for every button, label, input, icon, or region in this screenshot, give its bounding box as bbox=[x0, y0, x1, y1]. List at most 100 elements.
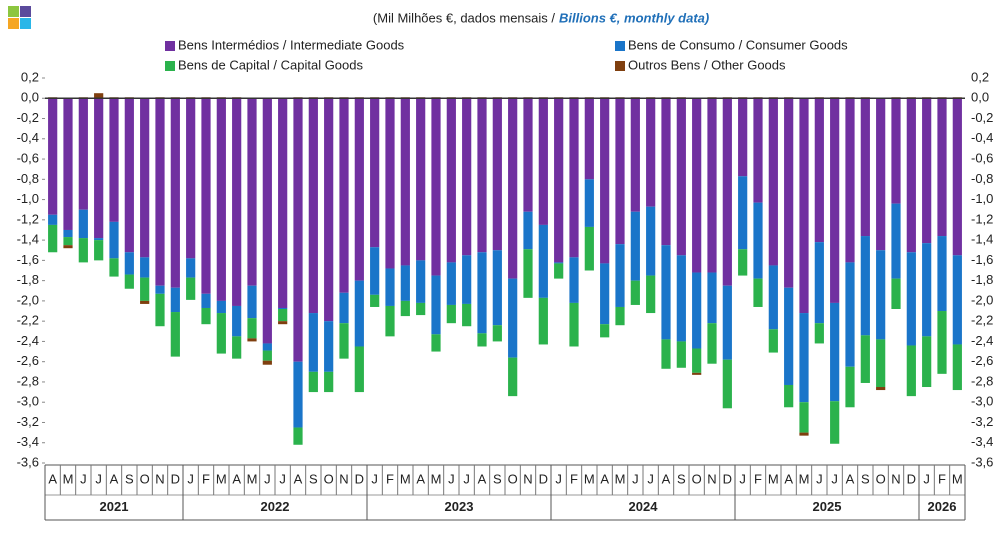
legend-swatch bbox=[615, 41, 625, 51]
bar-segment bbox=[630, 211, 640, 281]
bar-segment bbox=[477, 252, 487, 334]
bar-segment bbox=[630, 280, 640, 305]
bar-segment bbox=[370, 98, 380, 248]
y-tick-label: 0,2 bbox=[21, 69, 39, 84]
year-label: 2023 bbox=[445, 499, 474, 514]
x-tick-label: J bbox=[448, 471, 455, 486]
x-tick-label: F bbox=[570, 471, 578, 486]
bar-segment bbox=[262, 360, 272, 365]
bar-segment bbox=[876, 98, 886, 251]
bar-segment bbox=[247, 318, 257, 339]
x-tick-label: D bbox=[355, 471, 364, 486]
year-label: 2026 bbox=[928, 499, 957, 514]
bar-segment bbox=[431, 275, 441, 335]
bar-segment bbox=[676, 341, 686, 368]
bar-segment bbox=[922, 243, 932, 337]
bar-segment bbox=[554, 263, 564, 279]
x-tick-label: A bbox=[110, 471, 119, 486]
bar-segment bbox=[538, 98, 548, 225]
legend-label: Bens de Consumo / Consumer Goods bbox=[628, 37, 848, 52]
bar-segment bbox=[416, 260, 426, 303]
bar-segment bbox=[109, 221, 119, 259]
bar-segment bbox=[508, 278, 518, 358]
y-tick-label: -2,0 bbox=[17, 292, 39, 307]
bar-segment bbox=[170, 287, 180, 313]
subtitle-en: Billions €, monthly data) bbox=[559, 10, 709, 25]
bar-segment bbox=[247, 98, 257, 286]
bar-segment bbox=[738, 176, 748, 250]
x-tick-label: O bbox=[140, 471, 150, 486]
bar-segment bbox=[186, 258, 196, 278]
bar-segment bbox=[416, 302, 426, 316]
bar-segment bbox=[431, 334, 441, 352]
bar-segment bbox=[400, 300, 410, 317]
bar-segment bbox=[830, 98, 840, 303]
bar-segment bbox=[891, 98, 901, 204]
x-tick-label: M bbox=[615, 471, 626, 486]
bar-segment bbox=[646, 98, 656, 207]
bar-segment bbox=[385, 268, 395, 306]
bar-segment bbox=[876, 387, 886, 391]
bar-segment bbox=[278, 309, 288, 322]
bar-segment bbox=[247, 338, 257, 342]
bar-segment bbox=[676, 98, 686, 256]
year-label: 2024 bbox=[629, 499, 659, 514]
legend-swatch bbox=[165, 41, 175, 51]
y-tick-label: -1,2 bbox=[17, 211, 39, 226]
bar-segment bbox=[477, 98, 487, 253]
bar-segment bbox=[906, 252, 916, 346]
legend-label: Bens Intermédios / Intermediate Goods bbox=[178, 37, 405, 52]
x-tick-label: S bbox=[493, 471, 502, 486]
bar-segment bbox=[584, 226, 594, 271]
bar-segment bbox=[937, 236, 947, 312]
bar-segment bbox=[416, 98, 426, 261]
bar-segment bbox=[170, 312, 180, 357]
bar-segment bbox=[768, 265, 778, 330]
x-tick-label: D bbox=[539, 471, 548, 486]
y-tick-label: -2,4 bbox=[17, 333, 39, 348]
bar-segment bbox=[216, 98, 226, 301]
y2-tick-label: 0,2 bbox=[971, 69, 989, 84]
y-tick-label: -2,2 bbox=[17, 313, 39, 328]
bar-segment bbox=[262, 350, 272, 361]
bar-segment bbox=[216, 300, 226, 314]
x-tick-label: D bbox=[723, 471, 732, 486]
bar-segment bbox=[615, 306, 625, 326]
y-tick-label: -0,8 bbox=[17, 171, 39, 186]
bar-segment bbox=[876, 339, 886, 388]
bar-segment bbox=[94, 98, 104, 239]
x-tick-label: A bbox=[294, 471, 303, 486]
x-tick-label: A bbox=[784, 471, 793, 486]
bar-segment bbox=[324, 371, 334, 393]
bar-segment bbox=[140, 277, 150, 301]
x-tick-label: M bbox=[63, 471, 74, 486]
bar-segment bbox=[860, 98, 870, 237]
bar-segment bbox=[523, 98, 533, 212]
x-tick-label: J bbox=[647, 471, 654, 486]
bar-segment bbox=[538, 297, 548, 345]
bar-segment bbox=[584, 179, 594, 227]
bar-segment bbox=[308, 371, 318, 393]
x-tick-label: O bbox=[692, 471, 702, 486]
bar-segment bbox=[814, 242, 824, 324]
x-tick-label: J bbox=[555, 471, 562, 486]
bar-segment bbox=[906, 345, 916, 397]
bar-segment bbox=[94, 240, 104, 261]
year-label: 2021 bbox=[100, 499, 129, 514]
bar-segment bbox=[400, 98, 410, 266]
bar-segment bbox=[569, 302, 579, 347]
x-tick-label: A bbox=[846, 471, 855, 486]
bar-segment bbox=[109, 98, 119, 222]
y2-tick-label: -1,8 bbox=[971, 272, 993, 287]
x-tick-label: J bbox=[923, 471, 930, 486]
bar-segment bbox=[661, 339, 671, 369]
bar-segment bbox=[186, 277, 196, 300]
bar-segment bbox=[78, 238, 88, 263]
bar-segment bbox=[385, 98, 395, 269]
bar-segment bbox=[569, 257, 579, 303]
y-tick-label: -2,6 bbox=[17, 353, 39, 368]
y-tick-label: 0,0 bbox=[21, 90, 39, 105]
y2-tick-label: -0,8 bbox=[971, 171, 993, 186]
bar-segment bbox=[431, 98, 441, 276]
